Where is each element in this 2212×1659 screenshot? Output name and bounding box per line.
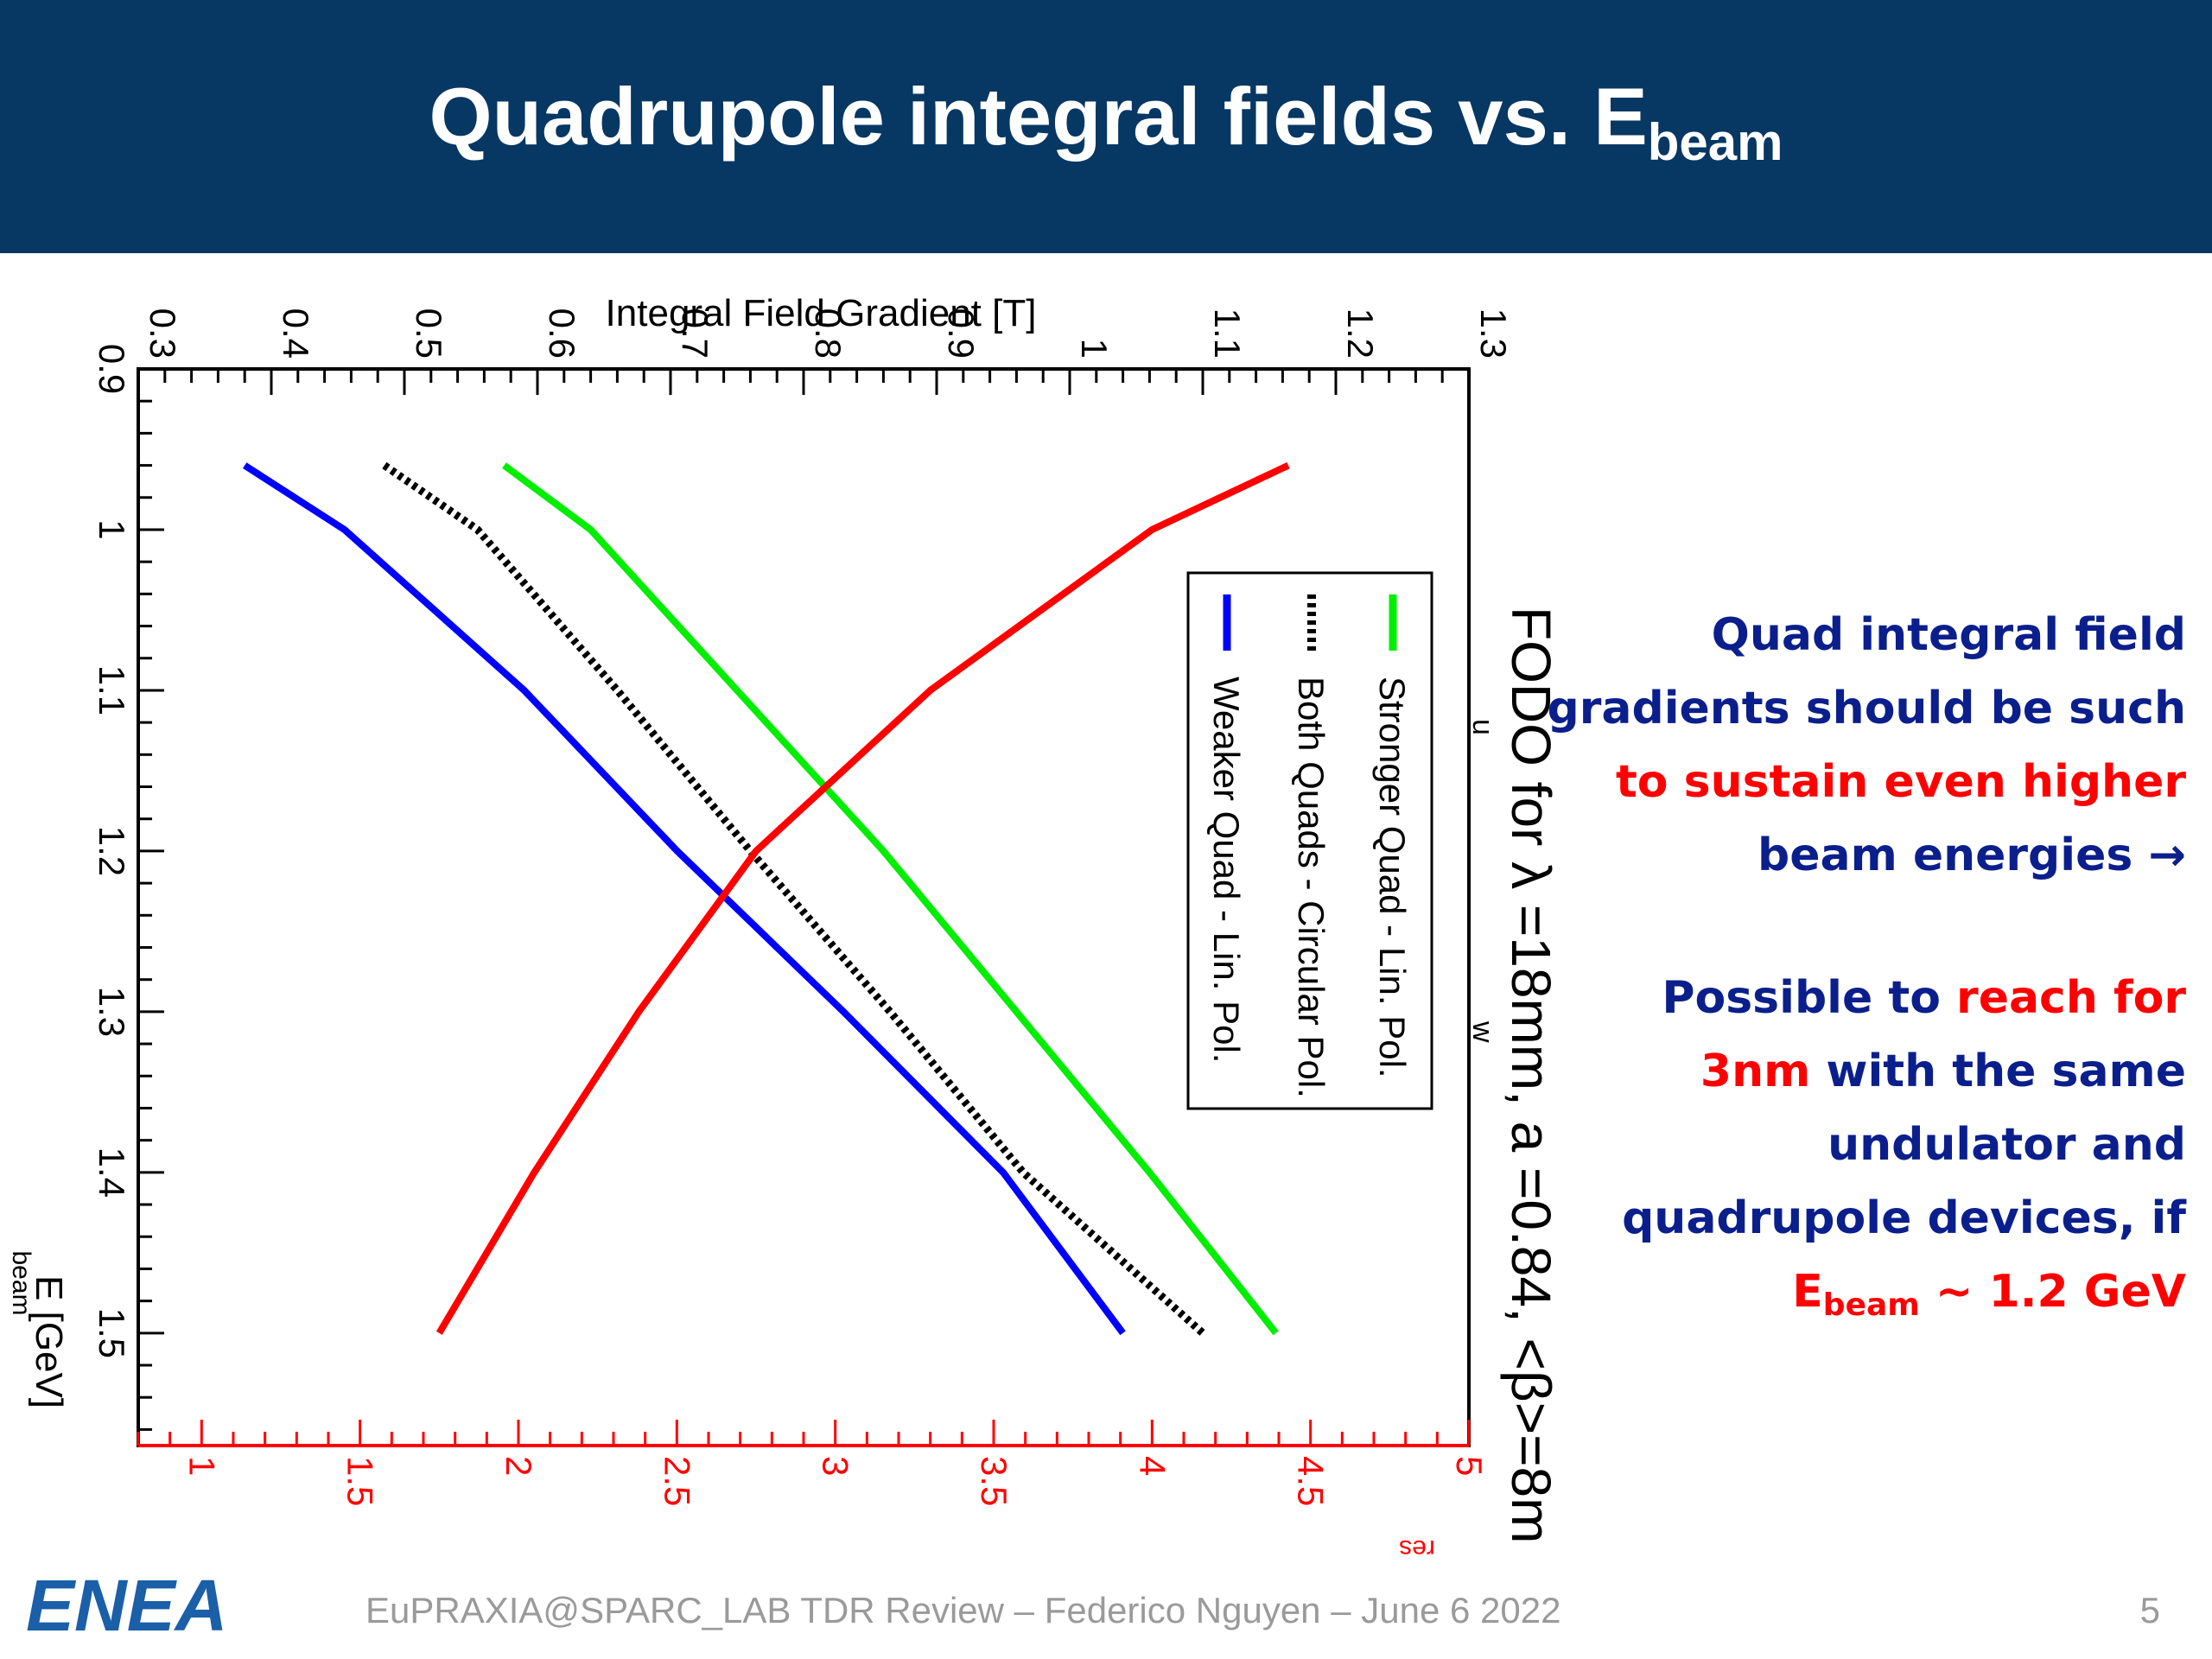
legend-label: Weaker Quad - Lin. Pol. <box>1206 677 1247 1063</box>
bottom-tick-label: 2.5 <box>657 1456 697 1506</box>
series-line-0 <box>502 462 1279 1336</box>
slide-title-sub: beam <box>1647 113 1783 171</box>
side-p1-line-2: to sustain even higher <box>1529 746 2186 819</box>
side-p1-line-1: gradients should be such <box>1529 672 2186 746</box>
left-tick-label: 1.4 <box>92 1147 132 1198</box>
chart-title-sub-u: u <box>1466 719 1499 735</box>
top-tick-label: 0.4 <box>276 308 316 359</box>
bottom-tick-label: 2 <box>499 1456 539 1476</box>
chart-title-sub-w: w <box>1466 1020 1499 1043</box>
top-tick-label: 1.3 <box>1473 308 1514 359</box>
left-tick-label: 1.2 <box>92 826 132 876</box>
slide-title-main: Quadrupole integral fields vs. E <box>429 71 1648 162</box>
left-tick-label: 1.1 <box>92 665 132 715</box>
side-p2-line-1: 3nm with the same <box>1529 1035 2186 1109</box>
side-p2-line-0: Possible to reach for <box>1529 962 2186 1035</box>
page-number: 5 <box>2139 1590 2160 1630</box>
side-p1-segment: to sustain even higher <box>1615 756 2186 808</box>
top-tick-label: 0.5 <box>409 308 449 359</box>
side-p2-segment: beam <box>1822 1287 1920 1323</box>
series-line-2 <box>243 462 1126 1336</box>
chart-title: FODO for λ =18mm, a =0.84, <β>=8m <box>1500 607 1562 1543</box>
left-tick-label: 1.5 <box>92 1308 132 1358</box>
side-p1-line-0: Quad integral field <box>1529 599 2186 672</box>
top-tick-label: 0.9 <box>941 308 982 359</box>
legend-label: Stronger Quad - Lin. Pol. <box>1372 677 1413 1078</box>
side-p2-segment: 3nm <box>1700 1046 1811 1097</box>
enea-logo: ENEA <box>26 1568 227 1637</box>
bottom-tick-label: 4 <box>1132 1456 1173 1476</box>
left-axis-label-sub: beam <box>7 1250 35 1315</box>
top-tick-label: 0.7 <box>675 308 715 359</box>
top-tick-label: 0.6 <box>542 308 582 359</box>
side-p2-segment: quadrupole devices, if <box>1622 1192 2186 1244</box>
bottom-tick-label: 1 <box>181 1456 222 1476</box>
top-axis-label: Integral Field Gradient [T] <box>606 292 1037 334</box>
left-axis-label: E [GeV] <box>28 1275 70 1408</box>
side-p2-segment: reach for <box>1956 972 2186 1024</box>
title-bar <box>0 0 2212 253</box>
enea-logo-text: ENEA <box>26 1568 227 1637</box>
side-p1-segment: beam energies → <box>1757 830 2186 881</box>
legend-box <box>1186 571 1433 1110</box>
side-p2-line-2: undulator and <box>1529 1109 2186 1182</box>
left-tick-label: 0.9 <box>92 344 132 394</box>
top-tick-label: 1 <box>1074 339 1115 359</box>
left-tick-label: 1 <box>92 519 132 539</box>
side-p2-segment: E <box>1792 1266 1823 1318</box>
bottom-tick-label: 5 <box>1449 1456 1490 1476</box>
bottom-tick-label: 3.5 <box>974 1456 1014 1506</box>
side-p1-segment: gradients should be such <box>1547 683 2186 734</box>
bottom-axis-label-sub: res <box>1399 1535 1435 1555</box>
side-paragraph-2: Possible to reach for 3nm with the same un… <box>1529 962 2186 1342</box>
slide-title: Quadrupole integral fields vs. Ebeam <box>0 65 2212 194</box>
side-paragraph-1: Quad integral field gradients should be s… <box>1529 599 2186 893</box>
chart: 0.3 0.4 0.5 0.6 0.7 0.8 0.9 1 1.1 1.2 1.3 Integral … <box>7 292 1562 1555</box>
series-line-1 <box>382 461 1205 1337</box>
top-tick-label: 1.1 <box>1207 308 1248 359</box>
bottom-tick-label: 3 <box>816 1456 856 1476</box>
side-p2-segment: undulator and <box>1827 1119 2186 1171</box>
left-tick-label: 1.3 <box>92 987 132 1037</box>
footer-text: EuPRAXIA@SPARC_LAB TDR Review – Federico… <box>365 1590 1561 1630</box>
side-p1-segment: Quad integral field <box>1711 609 2186 661</box>
side-p1-line-3: beam energies → <box>1529 819 2186 893</box>
bottom-tick-label: 1.5 <box>340 1456 381 1506</box>
legend-label: Both Quads - Circular Pol. <box>1291 677 1332 1098</box>
top-tick-label: 1.2 <box>1340 308 1381 359</box>
top-tick-label: 0.3 <box>143 308 183 359</box>
series-line-3 <box>435 461 1290 1335</box>
side-p2-segment: Possible to <box>1662 972 1957 1024</box>
side-p2-line-3: quadrupole devices, if <box>1529 1182 2186 1255</box>
side-p2-line-4: Ebeam ~ 1.2 GeV <box>1529 1255 2186 1342</box>
bottom-tick-label: 4.5 <box>1291 1456 1332 1506</box>
side-p2-segment: with the same <box>1810 1046 2186 1097</box>
top-tick-label: 0.8 <box>808 308 849 359</box>
side-p2-segment: ~ 1.2 GeV <box>1919 1266 2186 1318</box>
